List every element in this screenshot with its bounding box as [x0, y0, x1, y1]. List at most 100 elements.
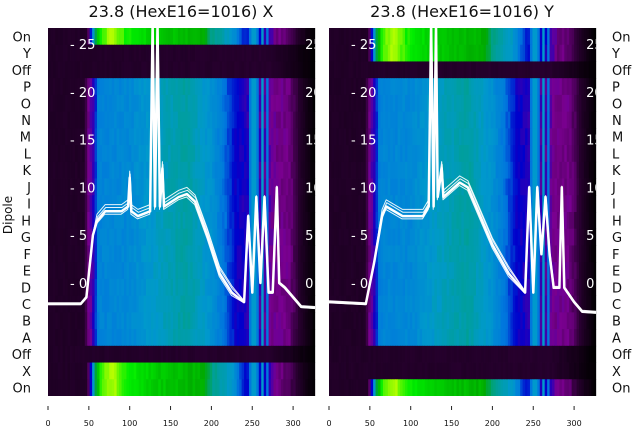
heatmap-cell [567, 112, 570, 129]
heatmap-cell [73, 212, 76, 229]
heatmap-cell [422, 95, 425, 112]
heatmap-cell [567, 28, 570, 45]
heatmap-cell [82, 212, 85, 229]
heatmap-cell [518, 112, 521, 129]
heatmap-cell [572, 95, 575, 112]
heatmap-cell [405, 162, 408, 179]
heatmap-cell [380, 61, 383, 78]
heatmap-cell [567, 45, 570, 62]
heatmap-cell [412, 128, 415, 145]
heatmap-cell [278, 28, 281, 45]
heatmap-cell [163, 296, 166, 313]
heatmap-cell [63, 212, 66, 229]
heatmap-cell [498, 346, 501, 363]
heatmap-cell [198, 61, 201, 78]
heatmap-cell [247, 179, 250, 196]
heatmap-cell [454, 229, 457, 246]
heatmap-cell [55, 145, 58, 162]
heatmap-cell [559, 78, 562, 95]
heatmap-cell [358, 346, 361, 363]
heatmap-cell [523, 112, 526, 129]
heatmap-cell [503, 179, 506, 196]
heatmap-cell [569, 28, 572, 45]
heatmap-cell [378, 45, 381, 62]
heatmap-cell [185, 346, 188, 363]
heatmap-cell [175, 45, 178, 62]
heatmap-cell [417, 329, 420, 346]
heatmap-cell [65, 212, 68, 229]
heatmap-cell [288, 195, 291, 212]
heatmap-cell [141, 179, 144, 196]
heatmap-cell [535, 28, 538, 45]
heatmap-cell [398, 61, 401, 78]
heatmap-cell [70, 212, 73, 229]
heatmap-cell [567, 179, 570, 196]
heatmap-cell [564, 128, 567, 145]
heatmap-cell [439, 45, 442, 62]
heatmap-cell [70, 346, 73, 363]
heatmap-cell [488, 61, 491, 78]
heatmap-cell [557, 78, 560, 95]
heatmap-cell [313, 379, 316, 396]
heatmap-cell [200, 363, 203, 380]
heatmap-cell [528, 296, 531, 313]
heatmap-cell [239, 329, 242, 346]
heatmap-cell [217, 229, 220, 246]
heatmap-cell [515, 296, 518, 313]
heatmap-cell [296, 329, 299, 346]
heatmap-cell [173, 162, 176, 179]
heatmap-cell [476, 379, 479, 396]
heatmap-cell [510, 179, 513, 196]
heatmap-cell [85, 379, 88, 396]
heatmap-cell [305, 296, 308, 313]
heatmap-cell [134, 262, 137, 279]
heatmap-cell [92, 162, 95, 179]
heatmap-cell [410, 279, 413, 296]
heatmap-cell [479, 245, 482, 262]
heatmap-cell [410, 379, 413, 396]
heatmap-cell [97, 195, 100, 212]
heatmap-cell [437, 262, 440, 279]
heatmap-cell [432, 363, 435, 380]
heatmap-cell [341, 212, 344, 229]
heatmap-cell [339, 179, 342, 196]
heatmap-cell [474, 61, 477, 78]
heatmap-cell [410, 162, 413, 179]
heatmap-cell [293, 45, 296, 62]
heatmap-cell [346, 195, 349, 212]
heatmap-cell [178, 379, 181, 396]
heatmap-cell [469, 262, 472, 279]
heatmap-cell [425, 61, 428, 78]
heatmap-cell [171, 379, 174, 396]
heatmap-cell [581, 212, 584, 229]
heatmap-cell [341, 145, 344, 162]
heatmap-cell [513, 363, 516, 380]
heatmap-cell [58, 162, 61, 179]
heatmap-cell [464, 212, 467, 229]
heatmap-cell [461, 162, 464, 179]
heatmap-cell [371, 363, 374, 380]
heatmap-cell [368, 363, 371, 380]
heatmap-cell [144, 296, 147, 313]
heatmap-cell [183, 28, 186, 45]
heatmap-cell [351, 61, 354, 78]
heatmap-cell [58, 112, 61, 129]
heatmap-cell [247, 379, 250, 396]
heatmap-cell [417, 78, 420, 95]
heatmap-cell [185, 262, 188, 279]
heatmap-cell [114, 312, 117, 329]
heatmap-cell [341, 329, 344, 346]
heatmap-cell [405, 363, 408, 380]
heatmap-cell [63, 245, 66, 262]
heatmap-cell [205, 112, 208, 129]
heatmap-cell [85, 312, 88, 329]
heatmap-cell [496, 45, 499, 62]
heatmap-cell [454, 296, 457, 313]
heatmap-cell [545, 346, 548, 363]
heatmap-cell [60, 78, 63, 95]
heatmap-cell [554, 128, 557, 145]
heatmap-cell [300, 61, 303, 78]
heatmap-cell [351, 195, 354, 212]
heatmap-cell [242, 78, 245, 95]
heatmap-cell [99, 245, 102, 262]
